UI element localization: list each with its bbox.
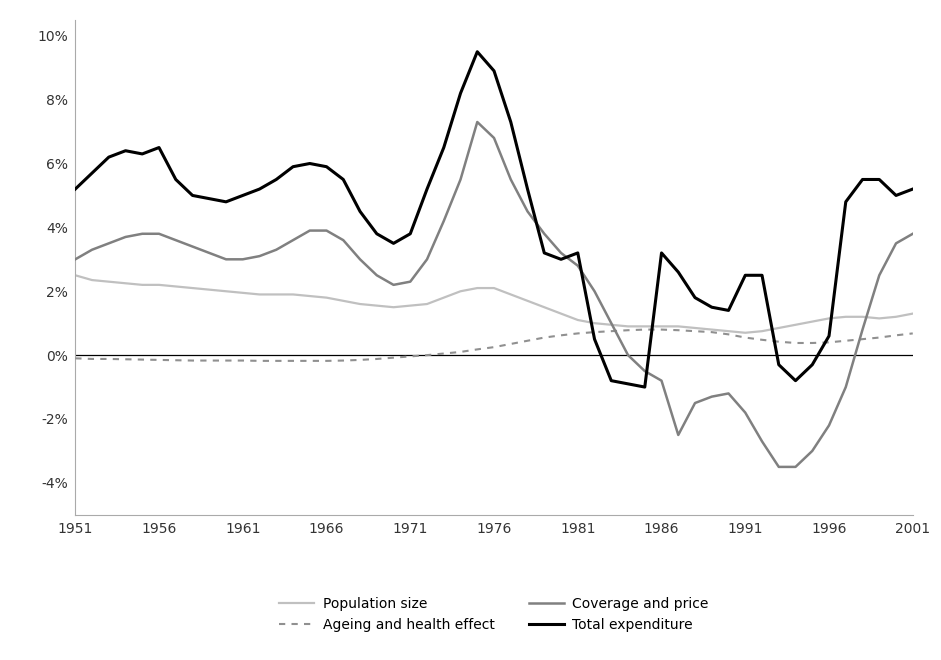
Legend: Population size, Ageing and health effect, Coverage and price, Total expenditure: Population size, Ageing and health effec… xyxy=(279,597,709,632)
